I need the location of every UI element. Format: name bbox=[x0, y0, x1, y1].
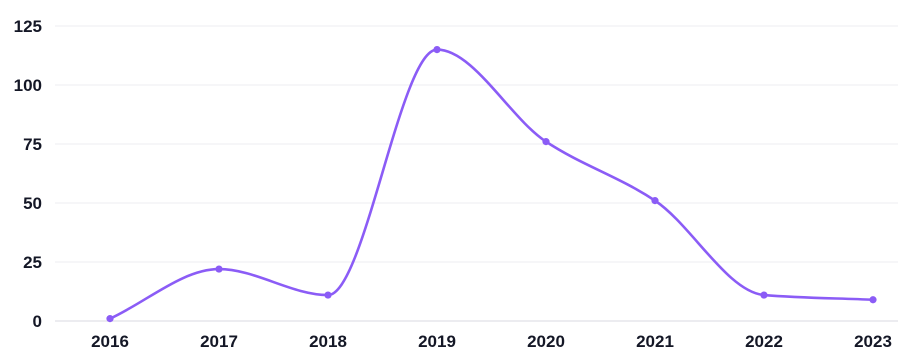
data-points bbox=[106, 46, 877, 323]
x-tick-label: 2019 bbox=[418, 332, 456, 349]
x-axis-tick-labels: 2016 2017 2018 2019 2020 2021 2022 2023 bbox=[91, 332, 892, 349]
y-tick-label: 100 bbox=[14, 76, 42, 95]
x-tick-label: 2016 bbox=[91, 332, 129, 349]
data-point-2017 bbox=[215, 265, 223, 273]
data-point-2020 bbox=[542, 138, 550, 146]
x-tick-label: 2021 bbox=[636, 332, 674, 349]
y-gridlines bbox=[55, 25, 898, 322]
x-tick-label: 2020 bbox=[527, 332, 565, 349]
data-point-2021 bbox=[651, 197, 659, 205]
y-tick-label: 75 bbox=[23, 135, 42, 154]
y-tick-label: 125 bbox=[14, 17, 42, 36]
x-tick-label: 2023 bbox=[854, 332, 892, 349]
data-point-2022 bbox=[760, 291, 768, 299]
series-layer bbox=[108, 48, 875, 320]
y-tick-label: 50 bbox=[23, 194, 42, 213]
y-tick-label: 0 bbox=[33, 312, 42, 331]
data-point-2018 bbox=[324, 291, 332, 299]
x-tick-label: 2022 bbox=[745, 332, 783, 349]
data-point-2016 bbox=[106, 315, 114, 323]
series-line-0 bbox=[108, 48, 875, 320]
y-axis-tick-labels: 0 25 50 75 100 125 bbox=[14, 17, 42, 331]
data-point-2019 bbox=[433, 46, 441, 54]
y-tick-label: 25 bbox=[23, 253, 42, 272]
data-point-2023 bbox=[869, 296, 877, 304]
x-tick-label: 2017 bbox=[200, 332, 238, 349]
x-tick-label: 2018 bbox=[309, 332, 347, 349]
